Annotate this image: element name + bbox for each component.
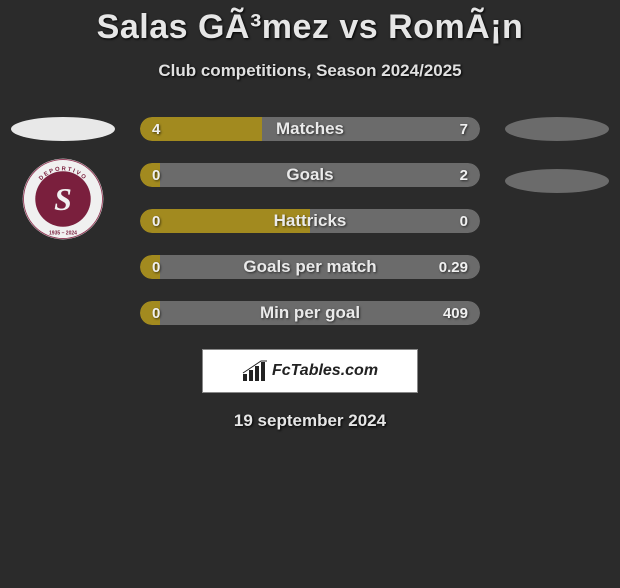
chart-icon	[242, 360, 268, 382]
stat-value-left: 0	[152, 259, 160, 276]
stat-value-left: 0	[152, 213, 160, 230]
stat-value-right: 7	[460, 121, 468, 138]
svg-text:1935 – 2024: 1935 – 2024	[49, 230, 77, 236]
subtitle: Club competitions, Season 2024/2025	[0, 61, 620, 81]
stat-value-left: 4	[152, 121, 160, 138]
right-team-ellipse-1	[505, 117, 609, 141]
stat-bar-right	[160, 163, 480, 187]
stat-value-right: 409	[443, 305, 468, 322]
comparison-content: S DEPORTIVO 1935 – 2024 47Matches02Goals…	[0, 117, 620, 325]
stat-value-left: 0	[152, 167, 160, 184]
stat-bar-right	[262, 117, 480, 141]
stat-value-right: 0	[460, 213, 468, 230]
stat-row: 00Hattricks	[140, 209, 480, 233]
stat-row: 02Goals	[140, 163, 480, 187]
right-team-ellipse-2	[505, 169, 609, 193]
footer-brand-text: FcTables.com	[272, 362, 378, 380]
stat-bar-left	[140, 209, 310, 233]
stat-bars: 47Matches02Goals00Hattricks00.29Goals pe…	[140, 117, 480, 325]
stat-row: 00.29Goals per match	[140, 255, 480, 279]
left-team-ellipse	[11, 117, 115, 141]
footer-brand-box: FcTables.com	[202, 349, 418, 393]
svg-text:S: S	[54, 182, 72, 217]
left-team-badge: S DEPORTIVO 1935 – 2024	[21, 157, 105, 241]
date-text: 19 september 2024	[0, 411, 620, 431]
stat-bar-right	[160, 255, 480, 279]
left-team-column: S DEPORTIVO 1935 – 2024	[8, 117, 118, 241]
stat-value-left: 0	[152, 305, 160, 322]
stat-bar-right	[310, 209, 480, 233]
stat-row: 47Matches	[140, 117, 480, 141]
page-title: Salas GÃ³mez vs RomÃ¡n	[0, 8, 620, 47]
stat-value-right: 2	[460, 167, 468, 184]
stat-value-right: 0.29	[439, 259, 468, 276]
stat-bar-right	[160, 301, 480, 325]
stat-row: 0409Min per goal	[140, 301, 480, 325]
right-team-column	[502, 117, 612, 193]
